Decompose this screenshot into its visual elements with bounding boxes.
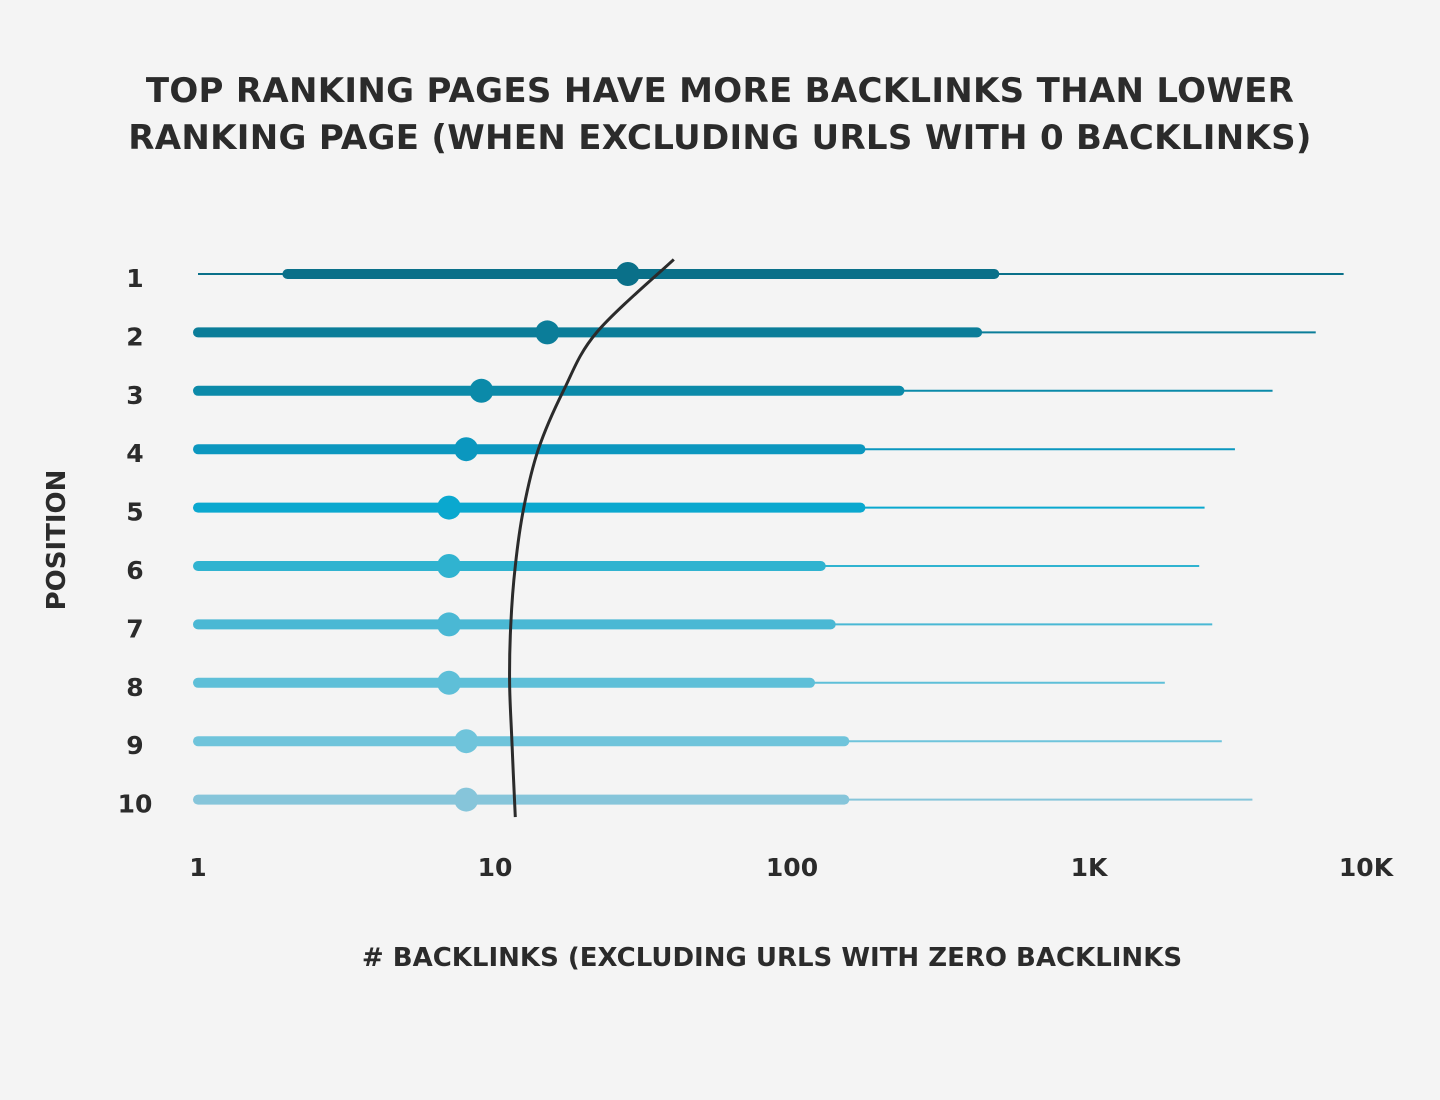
trend-layer [508,258,675,818]
chart-rows [193,262,1344,812]
chart-title: TOP RANKING PAGES HAVE MORE BACKLINKS TH… [0,68,1440,162]
position-row-6 [193,554,1200,578]
chart-title-line-2: RANKING PAGE (WHEN EXCLUDING URLS WITH 0… [128,118,1312,158]
x-tick-label: 100 [766,853,818,882]
median-marker-1 [615,262,640,286]
x-tick-labels: 1 10 100 1K 10K [189,853,1394,882]
median-marker-5 [436,495,461,520]
position-row-10 [193,787,1253,812]
y-tick-label: 5 [126,498,143,527]
y-tick-label: 7 [126,614,143,643]
median-marker-4 [454,437,479,462]
median-marker-10 [454,787,479,812]
position-row-9 [193,729,1222,754]
median-marker-3 [469,378,494,403]
median-trend-line [508,258,675,818]
y-tick-label: 3 [126,381,143,410]
x-tick-label: 1K [1071,853,1109,882]
x-tick-label: 10 [478,853,513,882]
y-axis-title: POSITION [42,470,72,611]
median-marker-9 [454,729,479,754]
y-tick-label: 10 [118,790,153,819]
y-tick-label: 8 [126,673,143,702]
median-marker-8 [436,670,461,695]
position-row-5 [193,495,1205,520]
y-tick-label: 2 [126,322,143,351]
x-tick-label: 10K [1339,853,1395,882]
position-row-8 [193,670,1165,695]
median-marker-6 [436,554,461,578]
y-tick-label: 6 [126,556,143,585]
median-marker-7 [436,612,461,637]
x-tick-label: 1 [189,853,206,882]
y-tick-label: 9 [126,731,143,760]
position-row-4 [193,437,1235,462]
position-row-3 [193,378,1273,403]
position-row-7 [193,612,1213,637]
y-tick-labels: 1 2 3 4 5 6 7 8 9 10 [118,264,153,819]
chart-title-line-1: TOP RANKING PAGES HAVE MORE BACKLINKS TH… [145,71,1295,111]
y-tick-label: 4 [126,439,143,468]
median-marker-2 [535,320,560,345]
position-row-2 [193,320,1316,345]
x-axis-title: # BACKLINKS (EXCLUDING URLS WITH ZERO BA… [362,943,1182,973]
position-row-1 [198,262,1344,286]
y-tick-label: 1 [126,264,143,293]
